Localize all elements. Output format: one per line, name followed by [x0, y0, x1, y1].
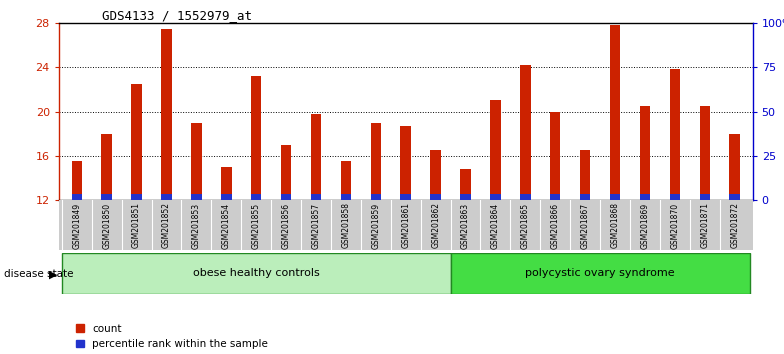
Bar — [490, 101, 501, 200]
Bar — [729, 133, 740, 200]
Bar — [670, 194, 680, 200]
Text: GSM201861: GSM201861 — [401, 202, 410, 249]
Text: GSM201858: GSM201858 — [341, 202, 350, 249]
Bar — [162, 29, 172, 200]
Text: GSM201855: GSM201855 — [252, 202, 261, 249]
Text: GSM201866: GSM201866 — [550, 202, 560, 249]
Text: GSM201856: GSM201856 — [281, 202, 291, 249]
Bar — [460, 194, 470, 200]
Text: GSM201850: GSM201850 — [102, 202, 111, 249]
Text: GSM201867: GSM201867 — [581, 202, 590, 249]
Bar — [490, 194, 501, 200]
Bar — [520, 194, 531, 200]
Bar — [132, 194, 142, 200]
Bar — [281, 145, 292, 200]
Bar — [640, 194, 650, 200]
Bar — [640, 106, 650, 200]
Bar — [371, 122, 381, 200]
Bar — [221, 194, 231, 200]
Bar — [550, 112, 561, 200]
Text: GSM201870: GSM201870 — [670, 202, 680, 249]
Text: GSM201872: GSM201872 — [730, 202, 739, 249]
Text: GDS4133 / 1552979_at: GDS4133 / 1552979_at — [102, 9, 252, 22]
Text: GSM201868: GSM201868 — [611, 202, 619, 249]
Bar — [460, 169, 470, 200]
Bar — [610, 194, 620, 200]
Bar — [371, 194, 381, 200]
Text: GSM201852: GSM201852 — [162, 202, 171, 249]
Text: GSM201851: GSM201851 — [132, 202, 141, 249]
Bar — [520, 65, 531, 200]
Bar — [580, 194, 590, 200]
Text: disease state: disease state — [4, 269, 74, 279]
Bar — [191, 194, 201, 200]
Text: GSM201864: GSM201864 — [491, 202, 500, 249]
Text: obese healthy controls: obese healthy controls — [193, 268, 320, 279]
Bar — [430, 150, 441, 200]
Text: GSM201854: GSM201854 — [222, 202, 230, 249]
Bar — [670, 69, 680, 200]
Bar — [191, 122, 201, 200]
Bar — [71, 161, 82, 200]
Bar — [251, 76, 261, 200]
Bar — [62, 253, 451, 294]
Text: GSM201857: GSM201857 — [311, 202, 321, 249]
Text: GSM201859: GSM201859 — [372, 202, 380, 249]
Bar — [401, 126, 411, 200]
Bar — [132, 84, 142, 200]
Bar — [341, 161, 351, 200]
Text: GSM201871: GSM201871 — [700, 202, 710, 249]
Text: GSM201862: GSM201862 — [431, 202, 440, 249]
Bar — [430, 194, 441, 200]
Text: ▶: ▶ — [49, 269, 58, 279]
Bar — [401, 194, 411, 200]
Bar — [101, 133, 112, 200]
Legend: count, percentile rank within the sample: count, percentile rank within the sample — [76, 324, 268, 349]
Bar — [451, 253, 750, 294]
Bar — [101, 194, 112, 200]
Text: GSM201853: GSM201853 — [192, 202, 201, 249]
Bar — [221, 167, 231, 200]
Text: GSM201865: GSM201865 — [521, 202, 530, 249]
Bar — [310, 114, 321, 200]
Text: GSM201849: GSM201849 — [72, 202, 82, 249]
Bar — [729, 194, 740, 200]
Bar — [310, 194, 321, 200]
Text: GSM201863: GSM201863 — [461, 202, 470, 249]
Text: polycystic ovary syndrome: polycystic ovary syndrome — [525, 268, 675, 279]
Bar — [341, 194, 351, 200]
Bar — [699, 194, 710, 200]
Bar — [580, 150, 590, 200]
Bar — [699, 106, 710, 200]
Bar — [251, 194, 261, 200]
Bar — [162, 194, 172, 200]
Bar — [71, 194, 82, 200]
Text: GSM201869: GSM201869 — [641, 202, 649, 249]
Bar — [610, 25, 620, 200]
Bar — [281, 194, 292, 200]
Bar — [550, 194, 561, 200]
